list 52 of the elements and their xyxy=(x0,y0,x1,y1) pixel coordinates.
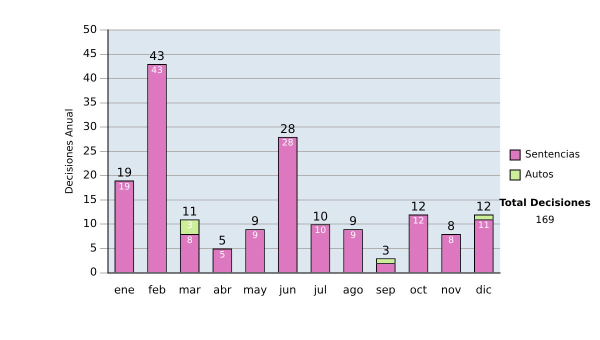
total-label: 11 xyxy=(182,204,198,219)
data-label: 11 xyxy=(478,221,490,232)
x-tick-label: ago xyxy=(342,283,364,296)
y-axis-title: Decisiones Anual xyxy=(64,108,76,194)
data-label: 19 xyxy=(118,182,130,192)
total-label: 43 xyxy=(149,49,165,64)
total-label: 28 xyxy=(280,122,296,136)
legend-label: Autos xyxy=(525,170,554,181)
total-label: 12 xyxy=(410,200,426,214)
data-label: 10 xyxy=(314,226,326,236)
data-label: 28 xyxy=(282,138,294,149)
y-tick-label: 5 xyxy=(90,241,97,254)
total-label: 10 xyxy=(312,209,328,224)
x-tick-label: mar xyxy=(178,283,202,296)
data-label: 43 xyxy=(151,66,163,76)
y-tick-label: 25 xyxy=(82,144,97,158)
x-tick-label: abr xyxy=(213,283,232,296)
data-label: 12 xyxy=(412,216,424,226)
y-tick-label: 35 xyxy=(82,96,97,109)
x-tick-label: oct xyxy=(410,283,428,296)
x-tick-label: dic xyxy=(476,283,492,296)
annotation: Total Decisiones xyxy=(498,198,592,209)
total-label: 5 xyxy=(218,234,226,248)
legend-label: Sentencias xyxy=(525,150,580,161)
y-tick-label: 10 xyxy=(82,217,97,230)
data-label: 9 xyxy=(350,230,356,241)
data-label: 3 xyxy=(186,221,193,232)
y-tick-label: 15 xyxy=(82,192,97,206)
y-tick-label: 45 xyxy=(82,47,97,60)
total-label: 8 xyxy=(447,219,455,234)
text: 169 xyxy=(534,215,556,226)
x-tick-label: feb xyxy=(148,283,166,296)
data-label: 8 xyxy=(448,236,454,246)
x-tick-label: jul xyxy=(312,283,327,296)
total-label: 9 xyxy=(251,214,259,228)
y-tick-label: 20 xyxy=(82,168,97,182)
x-tick-label: sep xyxy=(376,283,396,296)
y-tick-label: 40 xyxy=(82,71,97,84)
y-tick-label: 0 xyxy=(90,266,97,279)
x-tick-label: nov xyxy=(441,283,462,296)
y-tick-label: 50 xyxy=(82,22,97,36)
total-label: 12 xyxy=(476,200,492,214)
data-label: 5 xyxy=(220,250,226,260)
x-tick-label: may xyxy=(243,283,268,296)
x-tick-label: ene xyxy=(114,283,135,296)
x-tick-label: jun xyxy=(278,283,296,296)
y-tick-label: 30 xyxy=(82,120,97,133)
data-label: 9 xyxy=(252,230,258,241)
total-label: 3 xyxy=(382,243,390,258)
total-label: 19 xyxy=(116,166,132,180)
total-label: 9 xyxy=(349,214,357,228)
data-label: 8 xyxy=(186,236,193,246)
